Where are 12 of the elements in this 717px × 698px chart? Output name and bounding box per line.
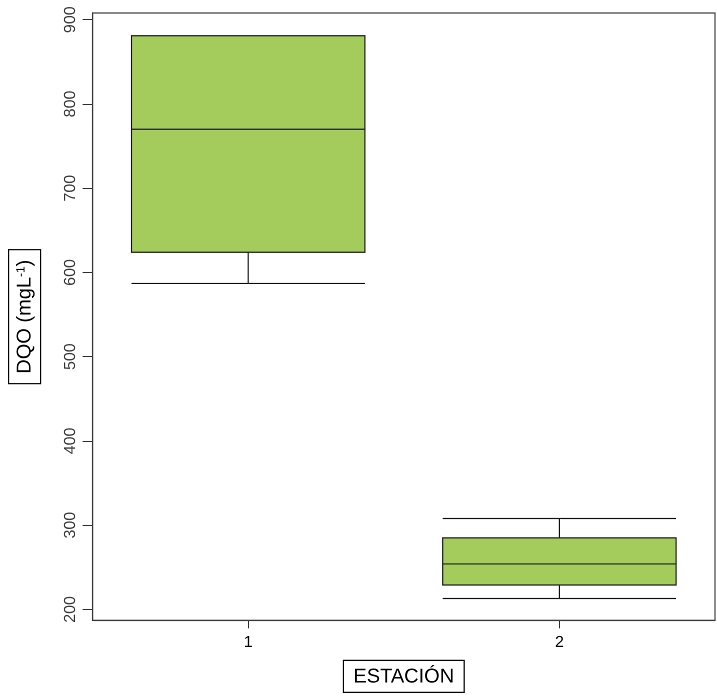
x-axis-title: ESTACIÓN — [353, 664, 454, 688]
y-axis-title: DQO (mgL-1) — [14, 260, 36, 374]
y-tick-label: 300 — [62, 512, 80, 539]
y-tick-label: 700 — [62, 174, 80, 202]
y-tick-label: 400 — [62, 428, 80, 454]
y-tick-label: 800 — [62, 90, 80, 118]
y-tick-label: 600 — [62, 259, 80, 286]
x-tick-label: 1 — [244, 634, 253, 651]
y-tick-label: 200 — [62, 596, 80, 623]
x-tick-label: 2 — [554, 634, 564, 651]
y-tick-label: 900 — [62, 6, 80, 34]
y-tick-label: 500 — [62, 343, 80, 370]
